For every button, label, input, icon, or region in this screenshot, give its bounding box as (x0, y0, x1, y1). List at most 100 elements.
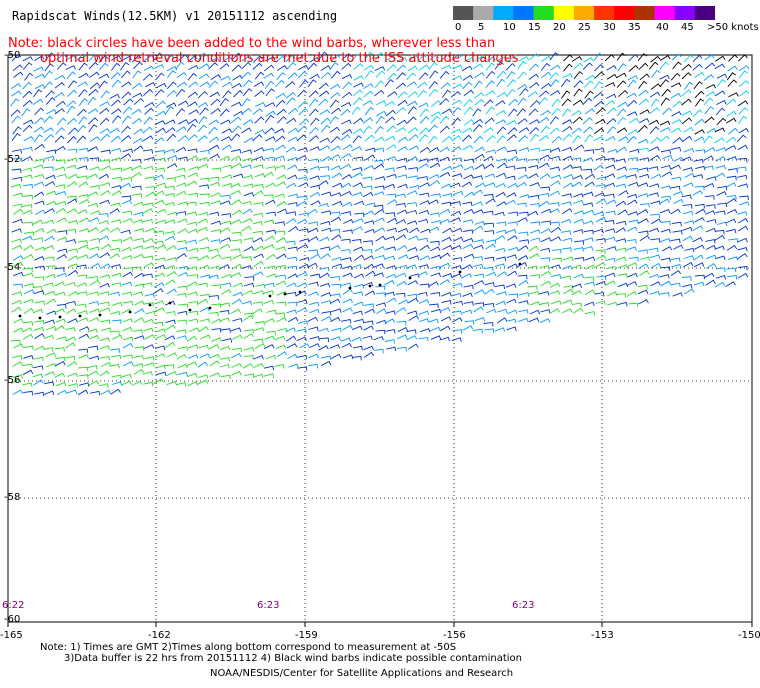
wind-barb (627, 99, 638, 107)
wind-barb (253, 301, 264, 306)
quality-flag-dot (268, 294, 272, 298)
wind-barb (56, 389, 68, 396)
wind-barb (659, 61, 669, 70)
wind-barb (177, 218, 188, 224)
wind-barb (307, 208, 318, 215)
map-frame (7, 54, 753, 623)
wind-barb (199, 201, 210, 207)
wind-barb (309, 308, 320, 314)
wind-barb (582, 97, 593, 106)
wind-barb (628, 256, 639, 262)
wind-barb (441, 292, 452, 297)
wind-barb (397, 136, 408, 143)
wind-barb (648, 119, 660, 125)
wind-barb (175, 61, 185, 70)
wind-barb (529, 202, 540, 208)
wind-barb (276, 64, 288, 71)
wind-barb (549, 155, 561, 161)
quality-flag-dot (283, 292, 287, 296)
wind-barb (297, 125, 308, 133)
wind-barb (582, 168, 593, 174)
wind-barb (33, 356, 44, 362)
wind-barb (208, 126, 218, 135)
wind-barb (637, 53, 648, 61)
wind-barb (462, 325, 474, 331)
wind-barb (79, 382, 90, 387)
wind-barb (659, 198, 670, 205)
wind-barb (22, 56, 33, 62)
wind-barb (660, 266, 671, 272)
wind-barb (131, 108, 142, 115)
wind-barb (615, 183, 627, 189)
wind-barb (286, 211, 297, 216)
wind-barb (99, 107, 110, 115)
wind-barb (230, 272, 242, 277)
legend-swatch (513, 6, 535, 20)
wind-barb (417, 218, 429, 224)
legend-swatch (533, 6, 555, 20)
wind-barb (628, 167, 639, 173)
wind-barb (144, 245, 155, 250)
wind-barb (340, 163, 352, 170)
wind-barb (530, 100, 540, 108)
wind-barb (396, 307, 407, 313)
wind-barb (143, 344, 155, 349)
wind-barb (662, 154, 673, 160)
wind-barb (166, 257, 178, 262)
wind-barb (34, 265, 45, 271)
wind-barb (307, 79, 317, 88)
wind-barb (714, 245, 725, 251)
wind-barb (211, 318, 222, 324)
legend-label: 20 (553, 22, 566, 33)
wind-barb (11, 238, 22, 243)
wind-barb (639, 73, 650, 81)
wind-barb (165, 127, 176, 134)
wind-barb (252, 308, 263, 315)
wind-barb (133, 317, 145, 323)
wind-barb (541, 208, 552, 214)
wind-barb (297, 282, 308, 288)
quality-flag-dot (348, 286, 352, 290)
wind-barb (573, 229, 584, 234)
wind-barb (263, 219, 275, 225)
wind-barb (143, 202, 154, 208)
wind-barb (606, 73, 618, 80)
wind-barb (519, 87, 529, 96)
wind-barb (276, 208, 288, 214)
wind-barb (332, 182, 343, 188)
wind-barb (166, 65, 178, 72)
wind-barb (374, 255, 386, 260)
wind-barb (220, 328, 231, 333)
wind-barb (681, 98, 692, 106)
wind-barb (562, 73, 573, 79)
wind-barb (122, 354, 133, 359)
wind-barb (264, 182, 276, 188)
wind-barb (210, 192, 222, 198)
wind-barb (11, 299, 22, 305)
wind-barb (275, 246, 286, 251)
wind-barb (483, 155, 494, 162)
wind-barb (496, 229, 507, 235)
wind-barb (142, 135, 154, 142)
wind-barb (428, 80, 438, 89)
wind-barb (24, 289, 35, 295)
wind-barb (417, 271, 428, 277)
wind-barb (263, 373, 275, 378)
wind-barb (231, 347, 242, 353)
wind-barb (485, 56, 496, 63)
wind-barb (265, 110, 276, 117)
wind-barb (441, 89, 451, 98)
wind-barb (463, 284, 474, 290)
wind-barb (296, 290, 307, 297)
wind-barb (726, 110, 737, 117)
wind-barb (681, 63, 692, 71)
wind-barb (571, 127, 582, 135)
wind-barb (100, 361, 112, 367)
wind-barb (692, 63, 703, 71)
wind-barb (738, 115, 748, 125)
wind-barb (354, 212, 365, 218)
wind-barb (594, 64, 604, 72)
wind-barb (375, 302, 387, 307)
wind-barb (638, 230, 649, 235)
wind-barb (507, 263, 518, 269)
